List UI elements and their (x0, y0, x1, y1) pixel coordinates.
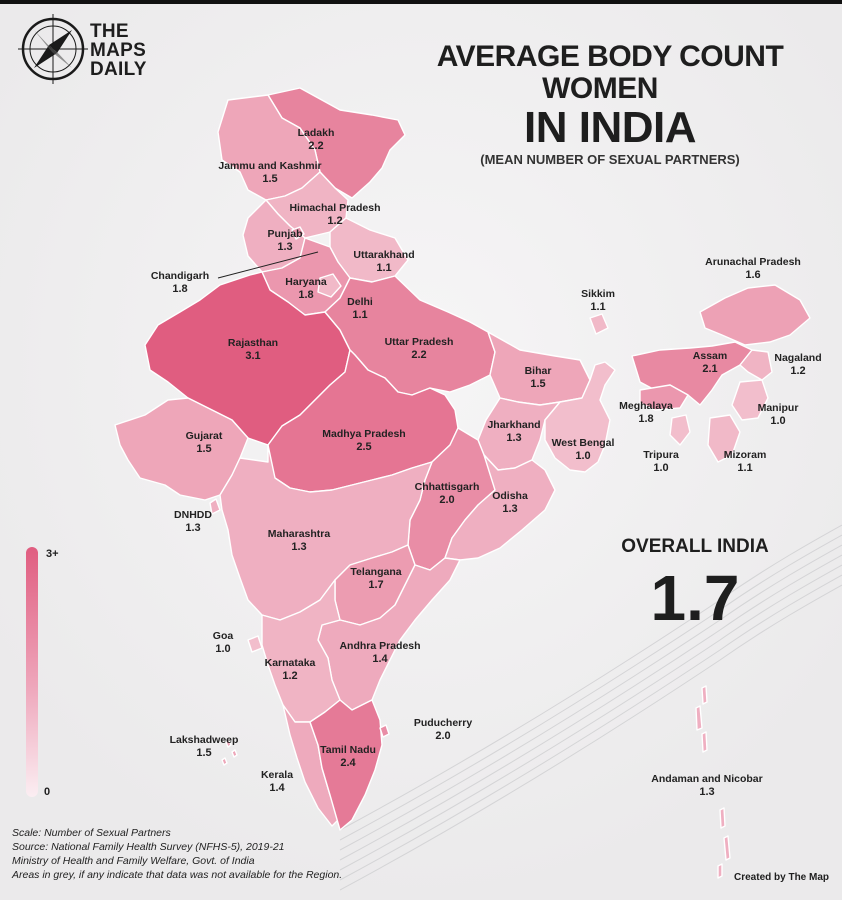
region-meghalaya (639, 384, 689, 411)
region-label-arunachal-pradesh: Arunachal Pradesh 1.6 (705, 256, 801, 281)
region-label-mizoram: Mizoram 1.1 (723, 449, 767, 474)
region-label-himachal-pradesh: Himachal Pradesh 1.2 (289, 202, 381, 227)
region-label-maharashtra: Maharashtra 1.3 (267, 528, 331, 553)
region-label-kerala: Kerala 1.4 (260, 769, 294, 794)
footer-scale: Scale: Number of Sexual Partners (12, 827, 171, 839)
footer-grey-note: Areas in grey, if any indicate that data… (12, 869, 343, 881)
region-label-manipur: Manipur 1.0 (757, 402, 799, 427)
footer-notes: Scale: Number of Sexual Partners Source:… (12, 826, 342, 882)
region-sikkim (589, 313, 609, 335)
region-label-tripura: Tripura 1.0 (643, 449, 679, 474)
top-border (0, 0, 842, 4)
overall-value: 1.7 (650, 562, 740, 634)
region-label-haryana: Haryana 1.8 (285, 276, 327, 301)
region-label-punjab: Punjab 1.3 (267, 228, 303, 253)
region-delhi (317, 273, 342, 298)
region-label-telangana: Telangana 1.7 (350, 566, 402, 591)
region-label-andaman-and-nicobar: Andaman and Nicobar 1.3 (651, 773, 763, 798)
region-label-andhra-pradesh: Andhra Pradesh 1.4 (339, 640, 421, 665)
title-line-3: IN INDIA (524, 103, 697, 152)
region-label-nagaland: Nagaland 1.2 (774, 352, 822, 377)
region-manipur (731, 379, 769, 421)
region-label-puducherry: Puducherry 2.0 (413, 717, 473, 742)
region-mizoram (707, 414, 741, 463)
region-label-madhya-pradesh: Madhya Pradesh 2.5 (322, 428, 406, 453)
region-label-dnhdd: DNHDD 1.3 (174, 509, 212, 534)
region-label-odisha: Odisha 1.3 (492, 490, 528, 515)
region-label-west-bengal: West Bengal 1.0 (551, 437, 615, 462)
region-label-tamil-nadu: Tamil Nadu 2.4 (320, 744, 376, 769)
footer-source: Source: National Family Health Survey (N… (12, 841, 285, 853)
region-label-bihar: Bihar 1.5 (524, 365, 552, 390)
region-wb (544, 361, 616, 473)
region-label-assam: Assam 2.1 (692, 350, 728, 375)
subtitle: (MEAN NUMBER OF SEXUAL PARTNERS) (480, 152, 740, 167)
legend-max-label: 3+ (46, 548, 59, 560)
title-line-2: WOMEN (542, 72, 658, 105)
compass-logo-icon (18, 14, 88, 84)
region-label-meghalaya: Meghalaya 1.8 (619, 400, 673, 425)
region-label-uttarakhand: Uttarakhand 1.1 (353, 249, 415, 274)
decorative-waves (339, 524, 842, 891)
region-tripura (669, 414, 691, 446)
footer-ministry: Ministry of Health and Family Welfare, G… (12, 855, 255, 867)
region-goa (247, 635, 263, 653)
region-label-chandigarh: Chandigarh 1.8 (150, 270, 210, 295)
legend-color-bar (26, 547, 38, 797)
region-label-jammu-and-kashmir: Jammu and Kashmir 1.5 (218, 160, 322, 185)
region-label-jharkhand: Jharkhand 1.3 (487, 419, 541, 444)
region-tn (309, 699, 383, 831)
region-maharashtra (219, 444, 433, 621)
region-label-goa: Goa 1.0 (212, 630, 234, 655)
region-label-chhattisgarh: Chhattisgarh 2.0 (414, 481, 480, 506)
region-arunachal (699, 284, 811, 346)
regions-layer (114, 87, 811, 879)
region-label-delhi: Delhi 1.1 (347, 296, 373, 321)
region-odisha (444, 454, 556, 561)
region-label-rajasthan: Rajasthan 3.1 (227, 337, 279, 362)
legend-min-label: 0 (44, 786, 51, 798)
title-line-1: AVERAGE BODY COUNT (436, 40, 784, 73)
region-label-karnataka: Karnataka 1.2 (264, 657, 316, 682)
region-label-ladakh: Ladakh 2.2 (297, 127, 335, 152)
region-karnataka (261, 579, 341, 723)
region-dnhdd (209, 498, 221, 515)
brand-name: THE MAPS DAILY (90, 21, 147, 80)
chandigarh-leader-line (217, 251, 319, 279)
region-label-sikkim: Sikkim 1.1 (581, 288, 615, 313)
region-label-lakshadweep: Lakshadweep 1.5 (169, 734, 239, 759)
region-lakshadweep (221, 739, 238, 766)
overall-label: OVERALL INDIA (621, 536, 769, 557)
region-puducherry (379, 724, 390, 738)
region-label-uttar-pradesh: Uttar Pradesh 2.2 (384, 336, 454, 361)
credit: Created by The Map (734, 872, 830, 883)
region-chandigarh (291, 226, 305, 240)
region-andaman (695, 685, 731, 879)
region-label-gujarat: Gujarat 1.5 (185, 430, 223, 455)
